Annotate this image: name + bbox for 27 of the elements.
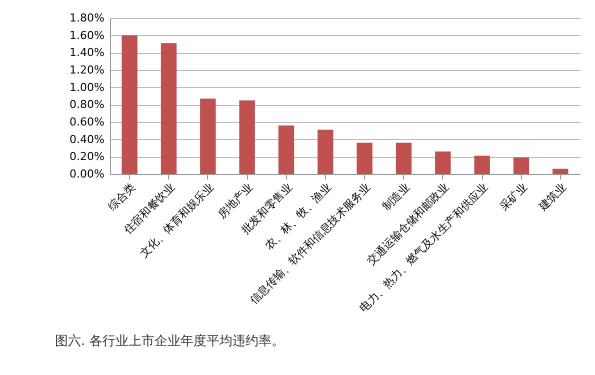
y-tick-label: 0.40% bbox=[70, 132, 104, 146]
bar bbox=[474, 156, 490, 174]
y-tick-label: 1.00% bbox=[70, 80, 104, 94]
bar bbox=[513, 158, 530, 174]
y-tick-label: 1.80% bbox=[70, 12, 104, 24]
x-tick-label: 综合类 bbox=[106, 180, 138, 214]
bar bbox=[396, 142, 412, 174]
bar bbox=[356, 142, 372, 174]
y-tick-label: 1.60% bbox=[70, 28, 104, 42]
y-tick-label: 1.20% bbox=[70, 64, 104, 76]
bar bbox=[278, 125, 294, 174]
bar bbox=[552, 168, 568, 174]
bar bbox=[318, 130, 334, 174]
bar bbox=[435, 151, 451, 174]
bar bbox=[160, 43, 177, 174]
x-tick-label: 制造业 bbox=[380, 180, 412, 214]
bar bbox=[122, 35, 138, 174]
y-tick-label: 0.60% bbox=[70, 116, 104, 128]
y-tick-label: 0.00% bbox=[70, 168, 104, 180]
x-tick-label: 建筑业 bbox=[536, 180, 569, 214]
text: 图六. 各行业上市企业年度平均违约率。 bbox=[55, 333, 284, 350]
x-tick-label: 采矿业 bbox=[497, 180, 530, 214]
y-tick-label: 1.40% bbox=[70, 46, 104, 60]
y-tick-label: 0.20% bbox=[70, 150, 104, 164]
y-tick-label: 0.80% bbox=[70, 98, 104, 112]
bar bbox=[239, 100, 255, 174]
bar bbox=[200, 98, 216, 174]
